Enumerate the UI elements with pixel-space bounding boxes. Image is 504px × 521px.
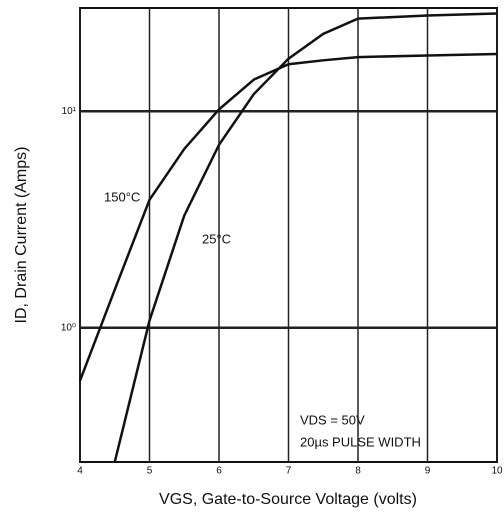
x-tick-label: 7 bbox=[286, 466, 292, 477]
x-tick-label: 6 bbox=[216, 466, 222, 477]
annotation: 20µs PULSE WIDTH bbox=[300, 434, 421, 449]
series-label: 150°C bbox=[104, 189, 140, 204]
y-axis-title: ID, Drain Current (Amps) bbox=[13, 147, 30, 324]
annotation: VDS = 50V bbox=[300, 412, 365, 427]
y-tick-label: 10¹ bbox=[62, 106, 77, 117]
x-tick-label: 5 bbox=[147, 466, 153, 477]
x-axis-title: VGS, Gate-to-Source Voltage (volts) bbox=[159, 491, 417, 508]
x-tick-label: 9 bbox=[425, 466, 431, 477]
x-tick-label: 10 bbox=[491, 466, 503, 477]
y-tick-label: 10⁰ bbox=[61, 322, 76, 333]
x-tick-label: 8 bbox=[355, 466, 361, 477]
x-tick-label: 4 bbox=[77, 466, 83, 477]
series-line bbox=[78, 52, 498, 382]
series-line bbox=[113, 12, 498, 463]
series-label: 25°C bbox=[202, 231, 231, 246]
